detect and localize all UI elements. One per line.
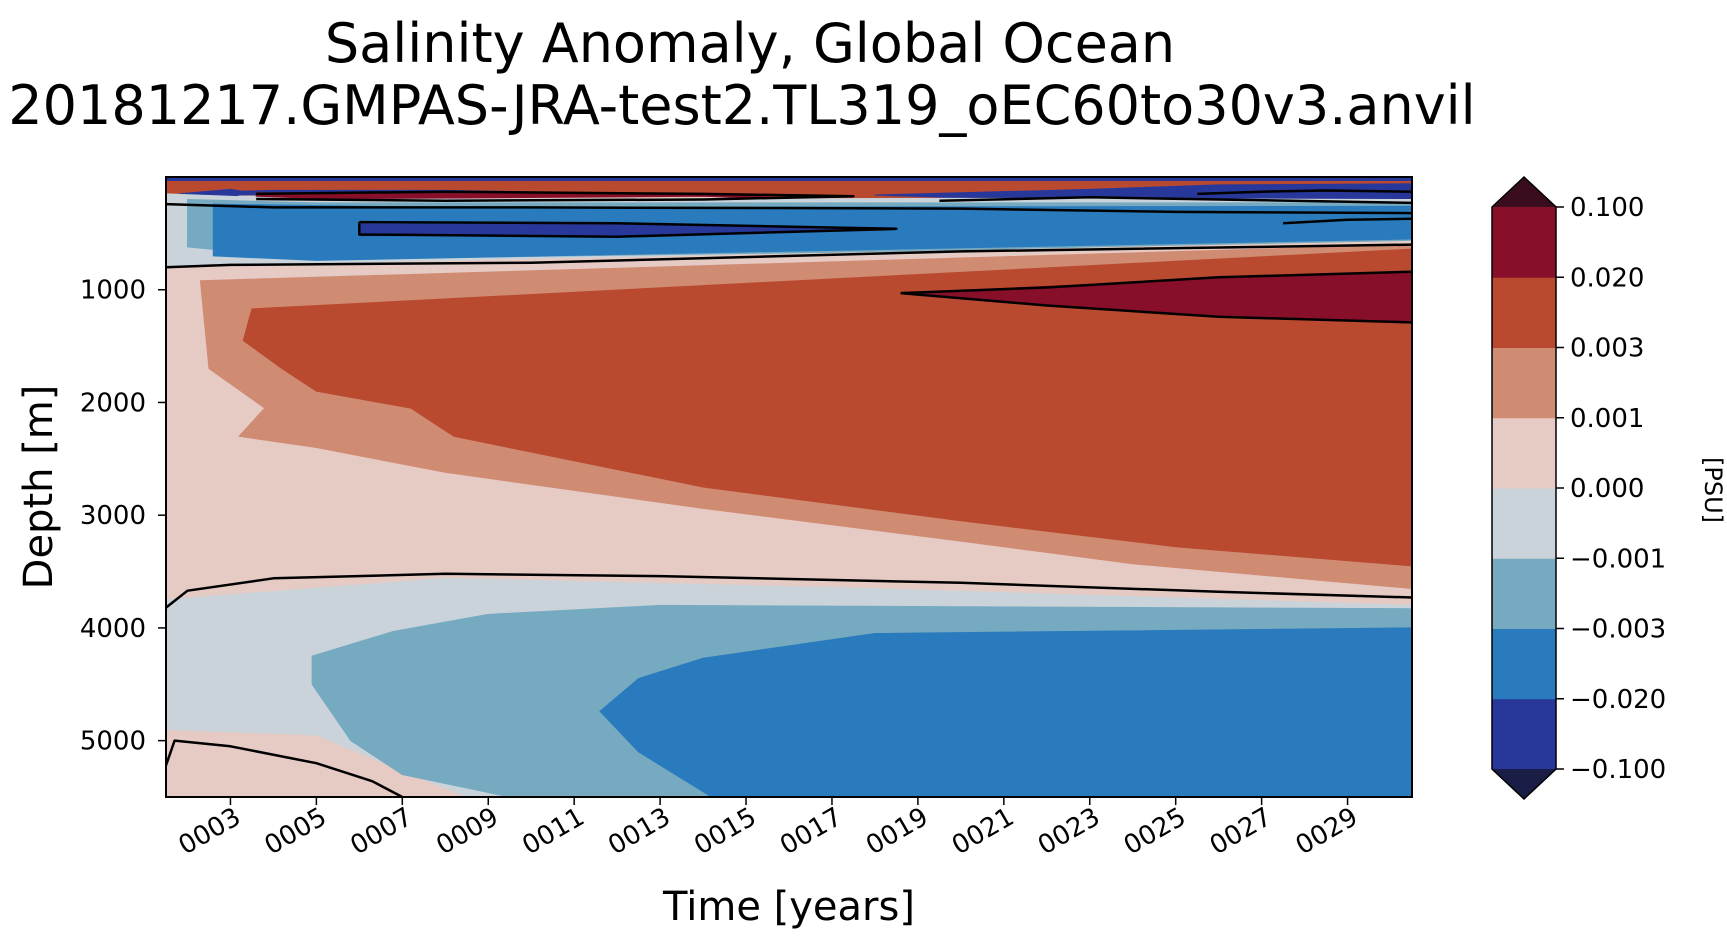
contour-line-10 bbox=[1283, 217, 1412, 225]
x-tick-label: 0013 bbox=[603, 802, 675, 861]
x-tick-label: 0017 bbox=[775, 802, 847, 861]
x-tick-label: 0029 bbox=[1291, 802, 1363, 861]
colorbar-tick-label: 0.001 bbox=[1570, 404, 1644, 434]
y-axis-ticks: 1000 2000 3000 4000 5000 bbox=[80, 276, 166, 757]
x-tick-label: 0023 bbox=[1033, 802, 1105, 861]
contour-line-9 bbox=[1197, 189, 1412, 196]
x-tick-label: 0019 bbox=[861, 802, 933, 861]
x-tick-label: 0015 bbox=[689, 802, 761, 861]
colorbar-swatch bbox=[1492, 417, 1556, 489]
plot-frame bbox=[165, 176, 1413, 798]
x-axis-label: Time [years] bbox=[662, 884, 915, 930]
colorbar-swatch bbox=[1492, 347, 1556, 419]
colorbar-swatch bbox=[1492, 558, 1556, 629]
contour-line-3 bbox=[166, 572, 1412, 609]
contour-line-1 bbox=[900, 270, 1412, 295]
y-tick-label: 1000 bbox=[80, 276, 146, 306]
y-axis-label: Depth [m] bbox=[16, 385, 62, 590]
colorbar-tick-label: −0.100 bbox=[1570, 755, 1666, 785]
chart-subtitle: 20181217.GMPAS-JRA-test2.TL319_oEC60to30… bbox=[8, 74, 1475, 137]
colorbar-swatch bbox=[1492, 488, 1556, 559]
contour-line-2 bbox=[900, 291, 1412, 324]
y-tick-label: 3000 bbox=[80, 501, 146, 531]
x-tick-label: 0027 bbox=[1205, 802, 1277, 861]
colorbar-label: [PSU] bbox=[1699, 457, 1727, 523]
colorbar-tick-label: 0.003 bbox=[1570, 334, 1644, 364]
y-tick-label: 5000 bbox=[80, 727, 146, 757]
colorbar-swatch bbox=[1492, 698, 1556, 770]
x-tick-label: 0009 bbox=[431, 802, 503, 861]
x-tick-label: 0025 bbox=[1119, 802, 1191, 861]
colorbar-tick-label: 0.000 bbox=[1570, 474, 1644, 504]
colorbar-tick-label: −0.003 bbox=[1570, 615, 1666, 645]
contour-line-7 bbox=[166, 202, 1412, 215]
contour-line-5 bbox=[358, 220, 898, 238]
contour-line-layer bbox=[166, 189, 1412, 797]
colorbar-tick-label: −0.001 bbox=[1570, 544, 1666, 574]
colorbar-over-arrow bbox=[1492, 177, 1556, 207]
contour-fill-layer bbox=[166, 177, 1412, 797]
contour-band-11 bbox=[242, 248, 1412, 567]
x-tick-label: 0003 bbox=[174, 802, 246, 861]
x-axis-ticks: 0003 0005 0007 0009 0011 0013 0015 0017 0019 0021… bbox=[174, 797, 1363, 861]
colorbar-swatch bbox=[1492, 277, 1556, 348]
colorbar-tick-label: 0.020 bbox=[1570, 263, 1644, 293]
colorbar-tick-label: −0.020 bbox=[1570, 685, 1666, 715]
x-tick-label: 0007 bbox=[346, 802, 418, 861]
colorbar: −0.100 −0.020 −0.003 −0.001 0.000 0.001 0.003 0… bbox=[1491, 175, 1666, 801]
contour-band-15 bbox=[599, 627, 1412, 797]
contour-line-8 bbox=[939, 196, 1412, 205]
x-tick-label: 0005 bbox=[260, 802, 332, 861]
contour-line-0 bbox=[166, 243, 1412, 269]
colorbar-swatch bbox=[1492, 207, 1556, 278]
contour-line-4 bbox=[166, 739, 403, 797]
y-tick-label: 4000 bbox=[80, 614, 146, 644]
x-tick-label: 0011 bbox=[517, 802, 589, 861]
y-tick-label: 2000 bbox=[80, 388, 146, 418]
colorbar-under-arrow bbox=[1492, 769, 1556, 799]
contour-line-6 bbox=[256, 190, 855, 202]
x-tick-label: 0021 bbox=[947, 802, 1019, 861]
colorbar-swatch bbox=[1492, 628, 1556, 700]
chart-title: Salinity Anomaly, Global Ocean bbox=[325, 12, 1175, 75]
colorbar-tick-label: 0.100 bbox=[1570, 193, 1644, 223]
